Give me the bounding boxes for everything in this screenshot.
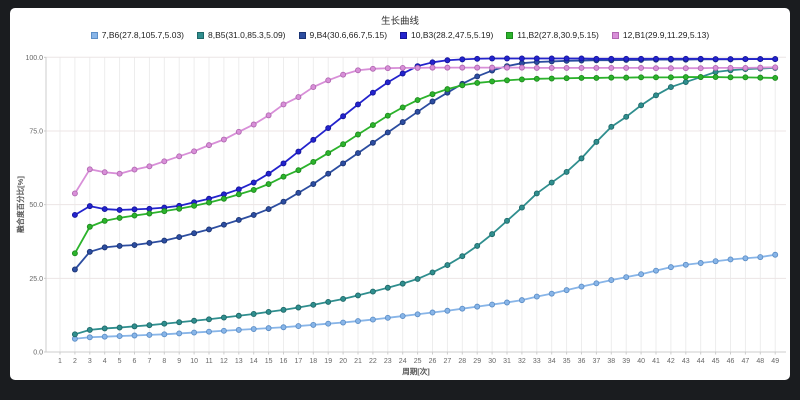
- svg-text:48: 48: [756, 358, 764, 365]
- svg-text:8: 8: [162, 358, 166, 365]
- svg-text:23: 23: [384, 358, 392, 365]
- legend-item-3: 9,B4(30.6,66.7,5.15): [298, 30, 388, 40]
- svg-text:41: 41: [652, 358, 660, 365]
- legend-label: 11,B2(27.8,30.9,5.15): [517, 30, 599, 40]
- svg-text:16: 16: [280, 358, 288, 365]
- svg-text:2: 2: [73, 358, 77, 365]
- legend-label: 9,B4(30.6,66.7,5.15): [309, 30, 388, 40]
- svg-text:26: 26: [429, 358, 437, 365]
- legend-swatch-icon: [298, 31, 306, 39]
- svg-text:11: 11: [205, 358, 212, 365]
- chart-title: 生长曲线: [380, 16, 419, 27]
- x-axis-tick-labels: 1 2 3 4 5 6 7 8 9 10 11 12 13 14 15 16 17 18 19 20 21 22 23 24 2…: [58, 352, 779, 365]
- svg-text:14: 14: [250, 358, 258, 365]
- svg-text:75.0: 75.0: [29, 128, 43, 135]
- svg-text:40: 40: [637, 358, 645, 365]
- legend-item-1: 7,B6(27.8,105.7,5.03): [90, 30, 185, 40]
- svg-text:5: 5: [118, 358, 122, 365]
- x-axis-title: 周期[次]: [402, 366, 430, 376]
- svg-text:21: 21: [354, 358, 362, 365]
- legend-item-6: 12,B1(29.9,11.29,5.13): [611, 30, 710, 40]
- series-5-line: [71, 74, 779, 257]
- svg-text:4: 4: [103, 358, 107, 365]
- series-1-line: [71, 251, 779, 342]
- svg-text:1: 1: [58, 358, 62, 365]
- svg-text:18: 18: [309, 358, 317, 365]
- svg-text:12: 12: [220, 358, 228, 365]
- svg-text:17: 17: [295, 358, 303, 365]
- svg-text:6: 6: [133, 358, 137, 365]
- svg-text:46: 46: [727, 358, 735, 365]
- svg-text:32: 32: [518, 358, 526, 365]
- svg-text:47: 47: [742, 358, 750, 365]
- svg-text:100.0: 100.0: [25, 55, 43, 62]
- svg-text:49: 49: [771, 358, 779, 365]
- svg-text:34: 34: [548, 358, 556, 365]
- svg-text:10: 10: [190, 358, 198, 365]
- svg-text:15: 15: [265, 358, 273, 365]
- svg-text:31: 31: [503, 358, 511, 365]
- legend-swatch-icon: [611, 31, 619, 39]
- legend-item-2: 8,B5(31.0,85.3,5.09): [197, 30, 286, 40]
- series-6-line: [71, 64, 779, 197]
- svg-text:35: 35: [563, 358, 571, 365]
- svg-text:27: 27: [444, 358, 452, 365]
- svg-text:33: 33: [533, 358, 541, 365]
- legend-label: 12,B1(29.9,11.29,5.13): [622, 30, 710, 40]
- legend-item-5: 11,B2(27.8,30.9,5.15): [506, 30, 599, 40]
- svg-text:43: 43: [682, 358, 690, 365]
- legend-swatch-icon: [400, 31, 408, 39]
- svg-text:45: 45: [712, 358, 720, 365]
- legend-label: 10,B3(28.2,47.5,5.19): [411, 30, 494, 40]
- legend-swatch-icon: [90, 31, 98, 39]
- svg-text:36: 36: [578, 358, 586, 365]
- svg-text:39: 39: [622, 358, 630, 365]
- svg-text:19: 19: [324, 358, 332, 365]
- legend-label: 7,B6(27.8,105.7,5.03): [101, 30, 185, 40]
- svg-text:9: 9: [177, 358, 181, 365]
- svg-text:28: 28: [458, 358, 466, 365]
- y-axis-tick-labels: 0.0 25.0 50.0 75.0 100.0: [25, 55, 46, 357]
- svg-text:22: 22: [369, 358, 377, 365]
- svg-text:38: 38: [607, 358, 615, 365]
- legend-swatch-icon: [197, 31, 205, 39]
- svg-text:50.0: 50.0: [29, 202, 43, 209]
- svg-text:30: 30: [488, 358, 496, 365]
- legend-label: 8,B5(31.0,85.3,5.09): [208, 30, 286, 40]
- svg-text:24: 24: [399, 358, 407, 365]
- svg-text:29: 29: [473, 358, 481, 365]
- svg-text:42: 42: [667, 358, 675, 365]
- svg-text:7: 7: [147, 358, 151, 365]
- chart-legend: 7,B6(27.8,105.7,5.03) 8,B5(31.0,85.3,5.09…: [10, 30, 790, 40]
- legend-swatch-icon: [506, 31, 514, 39]
- svg-text:0.0: 0.0: [33, 350, 43, 357]
- svg-text:44: 44: [697, 358, 705, 365]
- svg-text:25: 25: [414, 358, 422, 365]
- svg-text:37: 37: [593, 358, 601, 365]
- svg-text:13: 13: [235, 358, 243, 365]
- svg-text:25.0: 25.0: [29, 276, 43, 283]
- svg-text:3: 3: [88, 358, 92, 365]
- svg-text:20: 20: [339, 358, 347, 365]
- legend-item-4: 10,B3(28.2,47.5,5.19): [400, 30, 493, 40]
- chart-panel: 生长曲线 7,B6(27.8,105.7,5.03) 8,B5(31.0,85.3…: [10, 8, 790, 380]
- y-axis-title: 融合度百分比[%]: [15, 176, 25, 233]
- series-4-line: [71, 55, 779, 218]
